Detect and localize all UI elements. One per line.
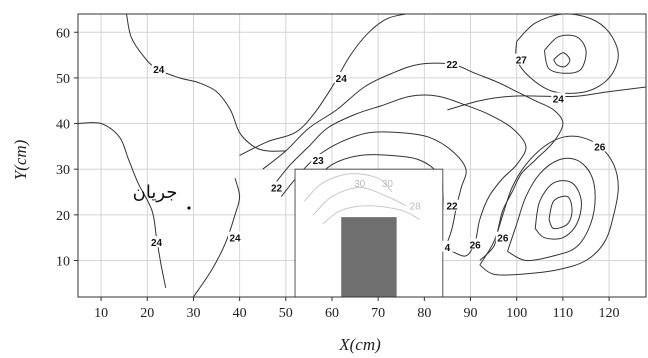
contour-line (126, 13, 286, 152)
x-axis-label: X(cm) (338, 335, 381, 354)
contour-label: 24 (229, 234, 241, 245)
x-tick-label: 100 (506, 306, 527, 321)
contour-line (271, 94, 527, 257)
contour-line (192, 178, 241, 298)
plot-frame (77, 13, 647, 298)
x-tick-label: 30 (186, 306, 200, 321)
x-tick-label: 60 (325, 306, 339, 321)
inset-contour-lines (303, 173, 420, 225)
contour-label: 22 (446, 202, 458, 213)
contour-label: 24 (336, 74, 348, 85)
x-tick-label: 70 (371, 306, 385, 321)
inset-contour-line (322, 205, 420, 225)
contour-label-bg (445, 58, 460, 70)
contour-label-bg (445, 199, 460, 211)
contour-line (548, 195, 573, 230)
y-axis-label: Y(cm) (11, 139, 30, 180)
contour-line (553, 52, 571, 68)
contour-label: 26 (497, 234, 509, 245)
obstacle-block (341, 217, 397, 297)
contour-line (534, 180, 582, 240)
x-tick-label: 20 (140, 306, 154, 321)
x-tick-label: 10 (94, 306, 108, 321)
source-dot (187, 206, 191, 210)
inset-contour-label: 30 (354, 179, 366, 190)
contour-label: 23 (313, 156, 325, 167)
x-tick-label: 50 (279, 306, 293, 321)
contour-label: 27 (516, 56, 528, 67)
contour-line (239, 13, 407, 156)
y-tick-label: 30 (56, 163, 70, 178)
y-tick-label: 20 (56, 209, 70, 224)
contour-label-bg (514, 53, 529, 65)
contour-label: 22 (446, 60, 458, 71)
contour-label: 26 (594, 142, 606, 153)
y-tick-label: 50 (56, 72, 70, 87)
x-tick-label: 40 (233, 306, 247, 321)
contour-label: 26 (470, 241, 482, 252)
x-tick-label: 90 (464, 306, 478, 321)
contour-line (447, 86, 647, 111)
contour-label-bg (551, 92, 566, 104)
x-tick-label: 120 (599, 306, 620, 321)
x-tick-label: 110 (553, 306, 573, 321)
inset-contour-label: 28 (410, 202, 422, 213)
inset-contour-line (313, 186, 407, 216)
contour-label-bg (334, 71, 349, 83)
inset-contour-label: 30 (382, 179, 394, 190)
contour-line (479, 135, 619, 276)
contour-label-bg (228, 231, 243, 243)
contour-label-bg (311, 154, 326, 166)
contour-line (77, 122, 167, 288)
contour-line (543, 34, 587, 74)
contour-line (507, 157, 596, 262)
contour-label-bg (495, 231, 510, 243)
contour-label: 24 (553, 94, 565, 105)
contour-label-bg (149, 236, 164, 248)
y-tick-label: 60 (56, 26, 70, 41)
inset-contour-line (303, 173, 393, 202)
contour-labels: 24 24 22 27 24 26 23 22 22 24 24 26 26 4 30 30 28 (149, 53, 607, 254)
contour-label: 22 (271, 183, 283, 194)
x-tick-label: 80 (417, 306, 431, 321)
x-tick-labels: 10 20 30 40 50 60 70 80 90 100 110 120 (94, 297, 620, 321)
contour-label: 24 (153, 65, 165, 76)
contour-label-bg (269, 181, 284, 193)
flow-label: جريان (133, 182, 178, 203)
contour-label-bg (468, 238, 483, 250)
y-tick-label: 10 (56, 254, 70, 269)
y-tick-labels: 10 20 30 40 50 60 (56, 26, 78, 269)
contour-line (515, 13, 619, 94)
contour-label: 4 (445, 243, 451, 254)
contour-label-bg (440, 240, 455, 252)
contour-label: 24 (151, 238, 163, 249)
contour-label-bg (592, 140, 607, 152)
y-tick-label: 40 (56, 118, 70, 133)
contour-label-bg (151, 62, 166, 74)
